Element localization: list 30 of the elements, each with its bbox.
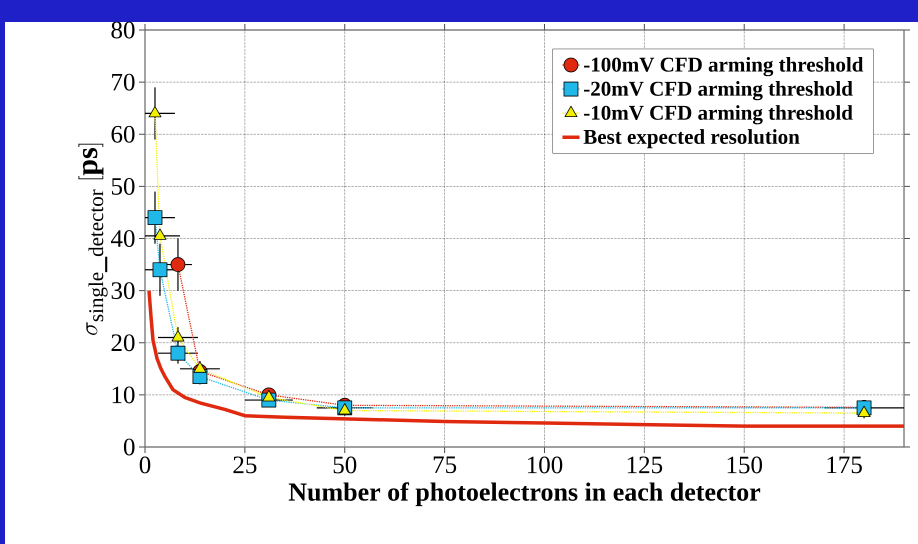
- y-tick-label: 10: [112, 386, 135, 404]
- point: [148, 210, 162, 226]
- x-tick-label: 100: [528, 456, 562, 474]
- x-tick-label: 125: [628, 456, 662, 474]
- y-tick-label: 80: [111, 22, 135, 38]
- x-tick-label: 25: [233, 456, 256, 474]
- y-tick-label: 20: [112, 334, 135, 352]
- legend-label: -10mV CFD arming threshold: [584, 105, 853, 124]
- legend-label: -20mV CFD arming threshold: [584, 81, 853, 100]
- y-tick-label: 40: [110, 230, 135, 247]
- x-tick-label: 150: [728, 456, 762, 474]
- y-tick-label: 50: [112, 178, 135, 195]
- y-tick-label: 60: [112, 126, 135, 143]
- x-tick-label: 175: [828, 456, 862, 474]
- y-tick-label: 0: [124, 438, 135, 456]
- x-axis-title: Number of photoelectrons in each detector: [288, 482, 760, 506]
- point: [170, 257, 186, 272]
- x-tick-label: 50: [334, 456, 356, 474]
- point: [154, 228, 166, 240]
- x-tick-label: 0: [140, 456, 150, 474]
- legend-label: -100mV CFD arming threshold: [584, 56, 864, 76]
- legend-label: Best expected resolution: [584, 129, 800, 148]
- point: [172, 330, 184, 342]
- x-tick-label: 75: [434, 456, 456, 474]
- y-axis-title: $\sigma_{\mathrm{single\_detector}}\;\mathbf{\lbrack ps\rbrack}$: [78, 144, 108, 335]
- y-tick-label: 70: [112, 74, 135, 91]
- point: [170, 346, 186, 361]
- y-tick-label: 30: [112, 282, 135, 300]
- point: [152, 262, 168, 278]
- point: [148, 106, 162, 118]
